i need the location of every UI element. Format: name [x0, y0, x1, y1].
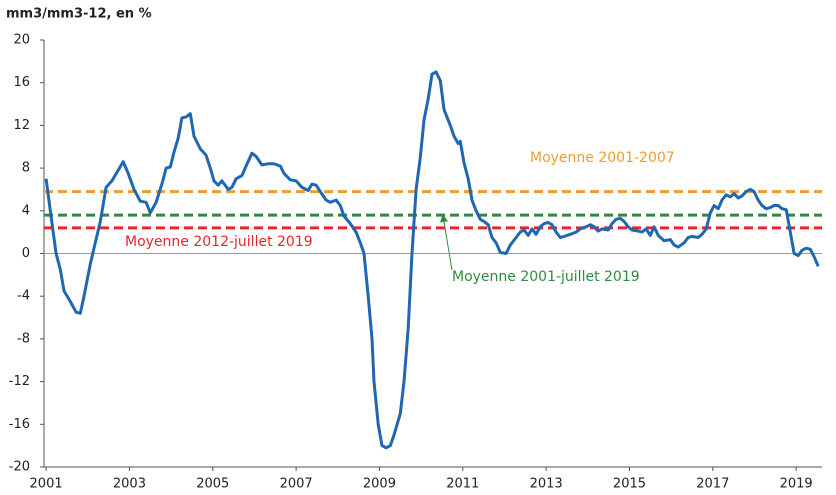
- x-tick-label: 2005: [196, 477, 229, 492]
- x-tick-label: 2013: [530, 477, 563, 492]
- x-tick-label: 2017: [696, 477, 729, 492]
- annotation-arrow: [440, 214, 453, 271]
- reference-label: Moyenne 2012-juillet 2019: [125, 234, 313, 250]
- y-tick-label: -4: [17, 289, 30, 304]
- y-tick-label: 16: [13, 75, 30, 90]
- x-tick-label: 2019: [780, 477, 813, 492]
- y-tick-label: -12: [9, 374, 30, 389]
- y-tick-label: 20: [13, 33, 30, 48]
- y-tick-label: 4: [22, 203, 30, 218]
- x-tick-label: 2011: [446, 477, 479, 492]
- y-tick-label: 0: [22, 246, 30, 261]
- y-tick-label: -20: [9, 460, 30, 475]
- x-tick-label: 2007: [280, 477, 313, 492]
- y-tick-label: -8: [17, 331, 30, 346]
- y-tick-label: 12: [13, 118, 30, 133]
- x-tick-label: 2003: [113, 477, 146, 492]
- y-tick-label: -16: [9, 417, 30, 432]
- x-tick-label: 2001: [30, 477, 63, 492]
- y-axis-label: mm3/mm3-12, en %: [6, 7, 152, 22]
- reference-label: Moyenne 2001-juillet 2019: [452, 269, 640, 285]
- x-tick-label: 2009: [363, 477, 396, 492]
- reference-label: Moyenne 2001-2007: [530, 150, 675, 166]
- line-series: [44, 70, 820, 450]
- x-tick-label: 2015: [613, 477, 646, 492]
- y-tick-label: 8: [22, 161, 30, 176]
